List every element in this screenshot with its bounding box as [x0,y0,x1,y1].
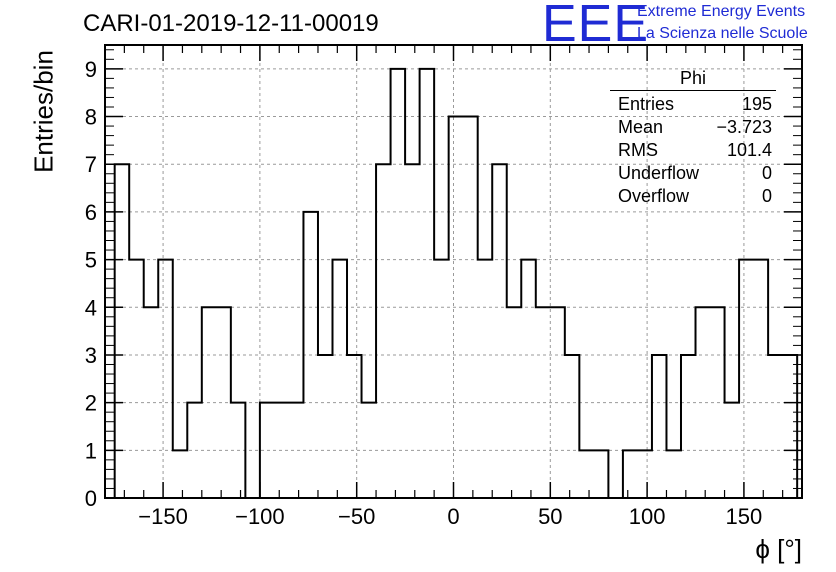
histogram-step-line [113,67,799,499]
y-tick-label: 2 [85,391,97,416]
stats-row-underflow: Underflow 0 [610,162,776,185]
x-tick-label: −100 [235,504,285,529]
y-tick-label: 6 [85,200,97,225]
y-tick-label: 5 [85,248,97,273]
stats-value: 0 [761,186,772,206]
y-tick-label: 1 [85,438,97,463]
stats-row-entries: Entries 195 [610,93,776,116]
stats-value: −3.723 [716,117,772,137]
x-tick-label: 0 [447,504,459,529]
eee-logo-mark: EEE [542,0,650,53]
run-title: CARI-01-2019-12-11-00019 [83,10,379,37]
x-tick-label: 50 [538,504,562,529]
stats-label: Overflow [618,186,690,206]
y-tick-label: 0 [85,486,97,511]
x-tick-label: −50 [338,504,375,529]
stats-label: RMS [618,140,658,160]
stats-box: Phi Entries 195 Mean −3.723 RMS 101.4 Under… [610,68,776,208]
axis-ticks [104,45,803,499]
stats-row-mean: Mean −3.723 [610,116,776,139]
y-tick-label: 7 [85,152,97,177]
stats-value: 0 [761,163,772,183]
x-tick-label: −150 [138,504,188,529]
stats-label: Entries [618,94,675,114]
y-tick-label: 8 [85,105,97,130]
logo-line-1: Extreme Energy Events [637,3,806,20]
x-axis-label: ϕ [°] [755,534,802,564]
stats-value: 101.4 [726,140,772,160]
y-tick-label: 9 [85,57,97,82]
y-tick-label: 4 [85,295,97,320]
stats-label: Underflow [618,163,700,183]
x-tick-label: 100 [629,504,666,529]
stats-row-overflow: Overflow 0 [610,185,776,208]
stats-title: Phi [610,68,776,91]
logo-line-2: La Scienza nelle Scuole [637,25,808,42]
stats-row-rms: RMS 101.4 [610,139,776,162]
stats-value: 195 [741,94,772,114]
axis-tick-labels: −150 −100 −50 0 50 100 150 0 1 2 3 4 5 6 7 8 9 [85,57,763,529]
y-axis-label: Entries/bin [28,50,59,173]
x-tick-label: 150 [726,504,763,529]
y-tick-label: 3 [85,343,97,368]
stats-label: Mean [618,117,664,137]
